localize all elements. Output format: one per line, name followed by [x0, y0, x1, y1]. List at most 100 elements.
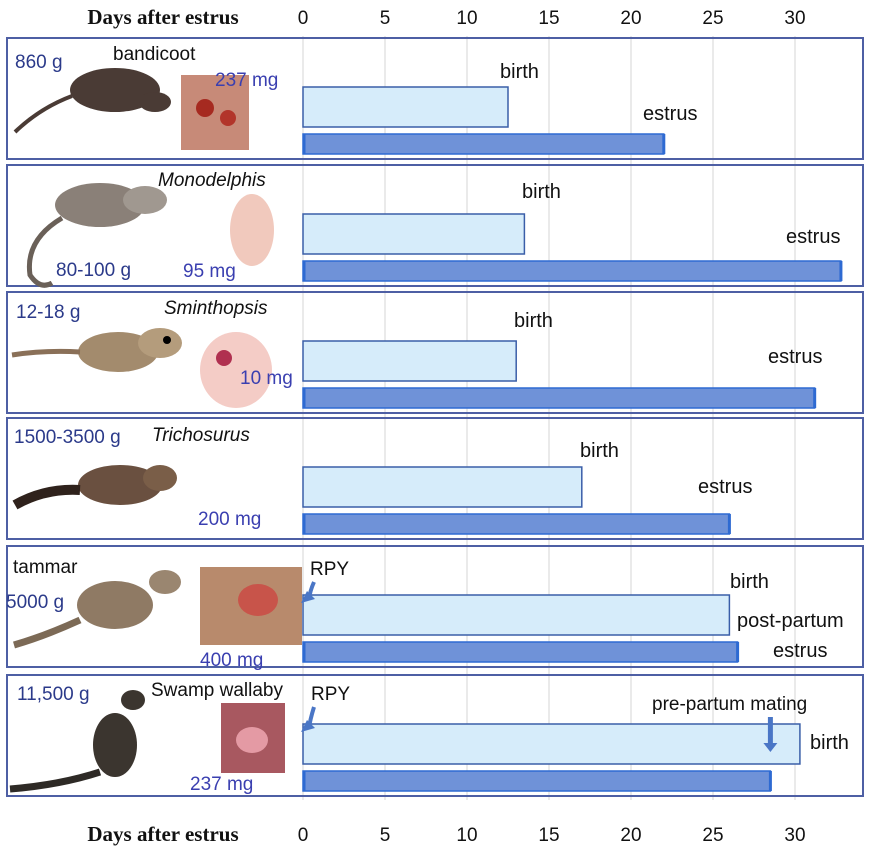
arrow-head — [301, 591, 315, 603]
adult-weight: 11,500 g — [17, 684, 90, 705]
neonate-weight: 10 mg — [240, 368, 293, 389]
estrus-bar — [302, 513, 731, 535]
species-name: Swamp wallaby — [151, 680, 283, 701]
species-name: bandicoot — [113, 44, 196, 65]
adult-weight: 80-100 g — [56, 260, 131, 281]
neonate-weight: 237 mg — [190, 774, 253, 795]
species-panel — [6, 291, 864, 414]
panel-content — [13, 68, 249, 150]
rpy-arrow — [301, 581, 316, 603]
possum-icon — [12, 465, 177, 510]
estrus-label-line1: post-partum — [737, 610, 844, 632]
rpy-label: RPY — [311, 684, 350, 705]
tick-label-bottom: 0 — [298, 825, 309, 846]
bars — [302, 86, 843, 792]
neonate-embryo-icon — [230, 194, 274, 266]
axis-top: Days after estrus 0 5 10 15 20 25 30 — [87, 5, 805, 29]
estrus-label: estrus — [698, 476, 752, 498]
animal-tail — [26, 215, 64, 288]
rpy-label: RPY — [310, 559, 349, 580]
neonate-weight: 95 mg — [183, 261, 236, 282]
species-panel — [6, 674, 864, 797]
mating-label: pre-partum mating — [652, 694, 807, 715]
tick-label-top: 10 — [456, 8, 477, 29]
animal-body — [93, 713, 137, 777]
axis-label-bottom: Days after estrus — [87, 822, 238, 846]
neonate-photo — [181, 75, 249, 150]
adult-weight: 5000 g — [6, 592, 64, 613]
arrow-head — [763, 743, 778, 752]
estrus-bar — [302, 641, 739, 663]
animal-body — [78, 465, 162, 505]
swamp-wallaby-icon — [9, 690, 145, 793]
axis-bottom: Days after estrus 0 5 10 15 20 25 30 — [87, 822, 805, 846]
neonate-weight: 237 mg — [215, 70, 278, 91]
sminthopsis-icon — [11, 328, 182, 372]
neonate-shape — [220, 110, 236, 126]
tick-label-top: 0 — [298, 8, 309, 29]
birth-label: birth — [500, 61, 539, 83]
tick-label-top: 30 — [784, 8, 805, 29]
neonate-weight: 200 mg — [198, 509, 261, 530]
animal-head — [121, 690, 145, 710]
birth-bar — [302, 466, 583, 508]
tick-label-bottom: 10 — [456, 825, 477, 846]
species-name: Monodelphis — [158, 170, 266, 191]
birth-bar — [302, 86, 509, 128]
neonate-embryo — [230, 194, 274, 266]
neonate-embryo — [200, 332, 272, 408]
species-panel — [6, 417, 864, 540]
neonate-shape — [196, 99, 214, 117]
birth-bar — [302, 340, 517, 382]
tick-label-bottom: 25 — [702, 825, 723, 846]
birth-label: birth — [522, 181, 561, 203]
estrus-label: estrus — [643, 103, 697, 125]
axis-label-top: Days after estrus — [87, 5, 238, 29]
panel-content — [13, 567, 302, 649]
species-panel — [6, 37, 864, 160]
panel-content — [9, 690, 285, 793]
estrus-bar — [302, 133, 665, 155]
neonate-shape — [236, 727, 268, 753]
neonate-eye-spot — [216, 350, 232, 366]
estrus-label: estrus — [786, 226, 840, 248]
animal-tail — [12, 484, 81, 510]
species-panel — [6, 164, 864, 287]
animal-body — [70, 68, 160, 112]
estrus-bar — [302, 770, 772, 792]
tick-label-top: 25 — [702, 8, 723, 29]
neonate-photo-icon — [200, 567, 302, 645]
annotations: 860 g bandicoot 237 mg birth estrus Monodelph… — [6, 44, 849, 795]
tick-label-bottom: 30 — [784, 825, 805, 846]
birth-bar — [302, 213, 526, 255]
mating-arrow — [763, 717, 778, 752]
species-name: Sminthopsis — [164, 298, 268, 319]
species-panels — [6, 37, 864, 797]
birth-bar — [302, 594, 731, 636]
estrus-bar — [302, 260, 842, 282]
animal-head — [139, 92, 171, 112]
animal-tail — [11, 348, 81, 358]
adult-weight: 1500-3500 g — [14, 427, 121, 448]
animal-tail — [13, 94, 73, 134]
tick-label-top: 5 — [380, 8, 391, 29]
animal-body — [55, 183, 145, 227]
neonate-photo-icon — [181, 75, 249, 150]
animal-body — [77, 581, 153, 629]
birth-bar — [302, 723, 801, 765]
arrow-head — [301, 720, 315, 732]
animal-head — [149, 570, 181, 594]
neonate-weight: 400 mg — [200, 650, 263, 671]
tick-label-top: 20 — [620, 8, 641, 29]
species-name: tammar — [13, 557, 78, 578]
tick-label-bottom: 20 — [620, 825, 641, 846]
tammar-wallaby-icon — [13, 570, 181, 649]
animal-eye — [163, 336, 171, 344]
monodelphis-icon — [26, 183, 167, 288]
species-panel — [6, 545, 864, 668]
adult-weight: 12-18 g — [16, 302, 80, 323]
animal-tail — [9, 768, 102, 793]
tick-label-top: 15 — [538, 8, 559, 29]
birth-label: birth — [810, 732, 849, 754]
